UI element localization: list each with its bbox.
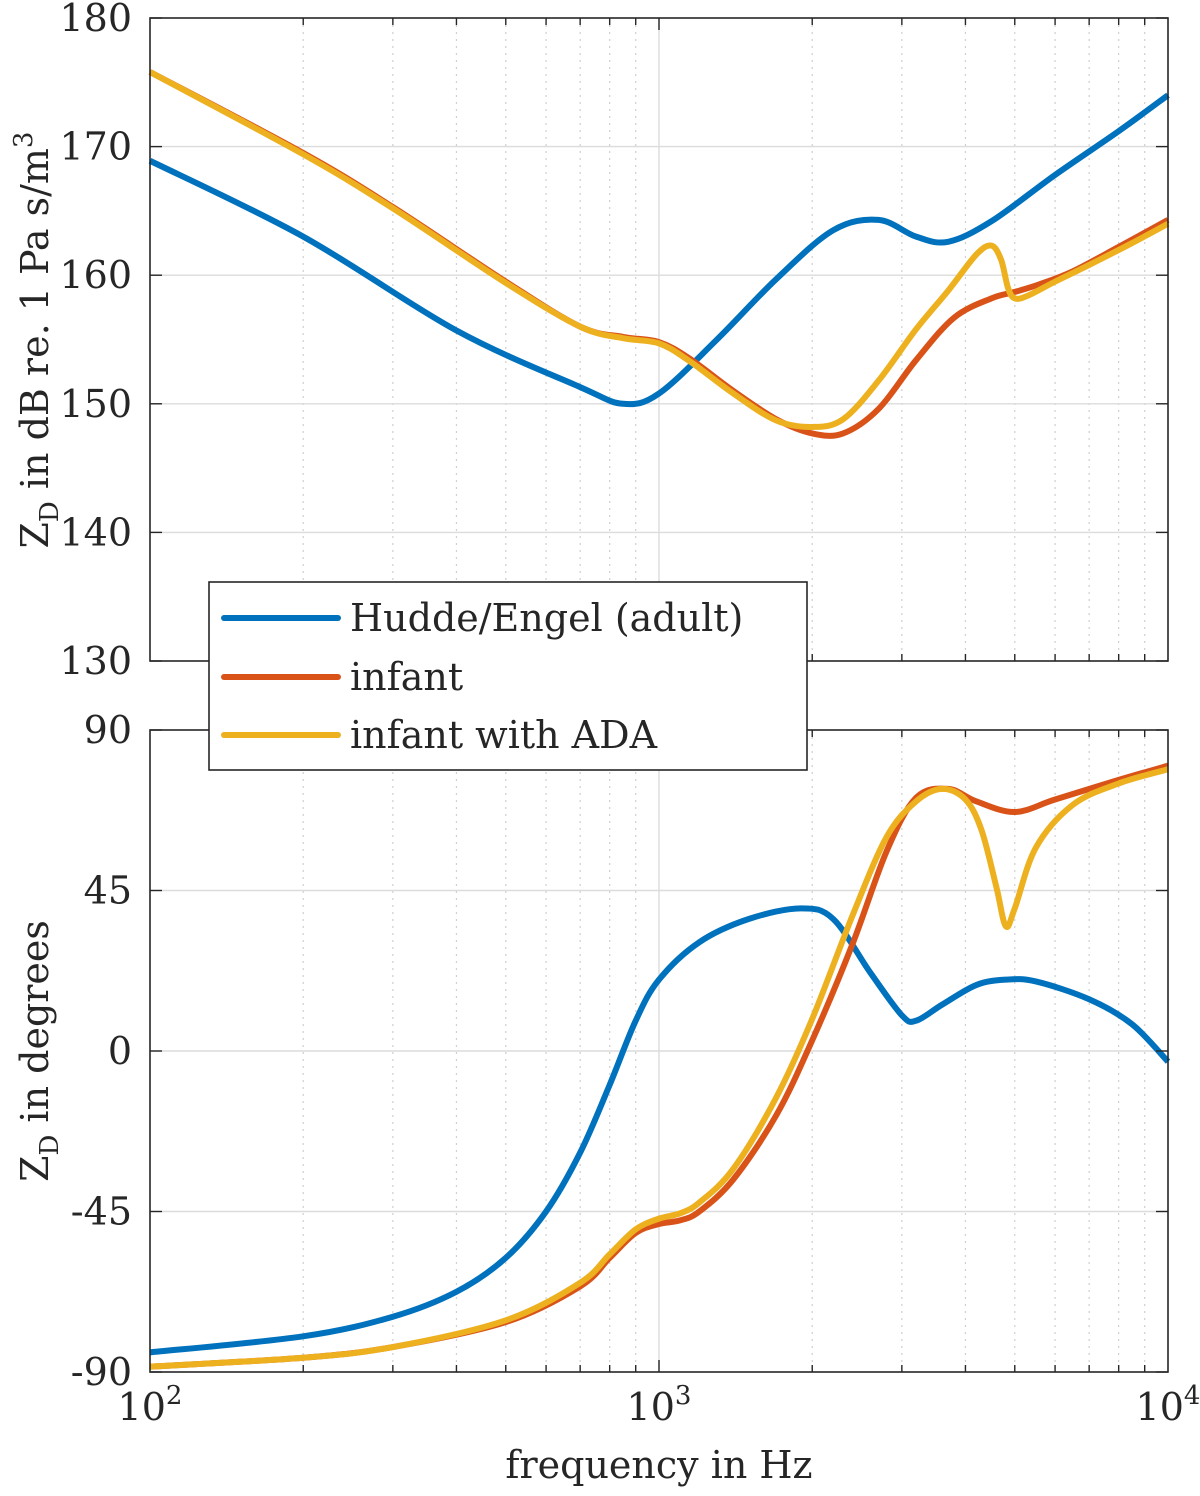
legend: Hudde/Engel (adult) infant infant with A…: [208, 581, 808, 771]
xtick-label-100: 102: [118, 1381, 183, 1429]
magnitude-series-hudde-engel-adult-: [148, 92, 1170, 408]
phase-y-label: ZD in degrees: [13, 920, 65, 1182]
phase-series-hudde-engel-adult-: [149, 905, 1171, 1356]
magnitude-y-label: ZD in dB re. 1 Pa s/m3: [9, 132, 65, 549]
phase-series-infant-with-ada: [149, 766, 1169, 1370]
phase-grid: [150, 730, 1168, 1372]
magnitude-ytick-label-140: 140: [59, 510, 132, 554]
magnitude-panel: 130 140 150 160 170 180 ZD in dB re. 1 Pa s/m…: [9, 0, 1170, 683]
magnitude-series: [148, 69, 1170, 439]
phase-ytick-label-0: 0: [108, 1029, 132, 1073]
phase-ytick-label--90: -90: [71, 1350, 132, 1394]
x-axis-label: frequency in Hz: [505, 1443, 812, 1487]
phase-ytick-label-45: 45: [84, 869, 132, 913]
xtick-label-1000: 103: [627, 1381, 692, 1429]
magnitude-ytick-label-170: 170: [59, 125, 132, 169]
phase-panel: -90 -45 0 45 90 102 103 104 ZD in degrees frequ…: [13, 708, 1200, 1487]
phase-ticks: -90 -45 0 45 90 102 103 104: [71, 708, 1200, 1429]
phase-ytick-label-90: 90: [84, 708, 132, 752]
magnitude-ytick-label-130: 130: [59, 639, 132, 683]
magnitude-ticks: 130 140 150 160 170 180: [59, 0, 1168, 683]
magnitude-ytick-label-180: 180: [59, 0, 132, 40]
legend-label-adult: Hudde/Engel (adult): [350, 596, 743, 640]
magnitude-series-infant-with-ada: [148, 69, 1170, 430]
legend-entry-infant-ada: infant with ADA: [221, 713, 658, 757]
magnitude-grid: [150, 18, 1168, 661]
xtick-label-10000: 104: [1136, 1381, 1200, 1429]
phase-ytick-label--45: -45: [71, 1190, 132, 1234]
magnitude-ytick-label-150: 150: [59, 382, 132, 426]
magnitude-ytick-label-160: 160: [59, 253, 132, 297]
legend-label-infant-ada: infant with ADA: [350, 713, 658, 757]
legend-entry-infant: infant: [221, 655, 463, 699]
legend-label-infant: infant: [350, 655, 463, 699]
legend-entry-adult: Hudde/Engel (adult): [221, 596, 743, 640]
phase-series: [149, 762, 1171, 1370]
